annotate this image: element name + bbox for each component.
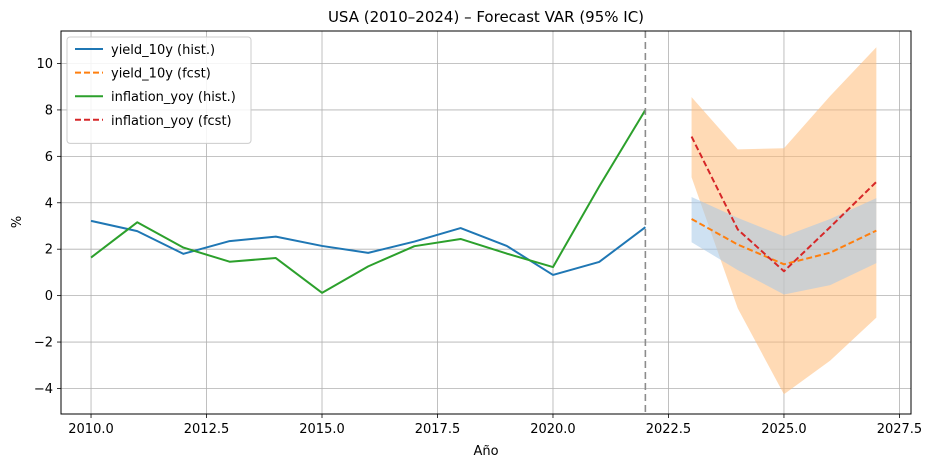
x-tick-label: 2022.5 (646, 422, 692, 437)
series-line (690, 136, 878, 273)
axis-ticks: 2010.0 2012.5 2015.0 2017.5 2020.0 2022.5 2025… (34, 57, 922, 437)
y-tick-label: −2 (34, 336, 53, 351)
x-tick-label: 2020.0 (530, 422, 576, 437)
series-lines (90, 109, 878, 294)
x-tick-label: 2027.5 (877, 422, 923, 437)
x-axis-label: Año (473, 444, 498, 459)
confidence-band (691, 196, 877, 295)
legend-label: yield_10y (hist.) (111, 43, 215, 58)
x-tick-label: 2010.0 (68, 422, 114, 437)
legend-label: yield_10y (fcst) (111, 67, 211, 82)
x-tick-label: 2017.5 (415, 422, 461, 437)
legend: yield_10y (hist.) yield_10y (fcst) inflati… (66, 36, 252, 144)
plot-area-frame (60, 30, 912, 415)
chart-title: USA (2010–2024) – Forecast VAR (95% IC) (328, 8, 644, 26)
series-line (691, 218, 877, 266)
y-tick-label: 0 (45, 289, 53, 304)
series-line (90, 109, 647, 294)
legend-label: inflation_yoy (hist.) (111, 90, 236, 105)
y-tick-label: 6 (45, 150, 53, 165)
x-tick-label: 2015.0 (299, 422, 345, 437)
y-axis-label: % (10, 216, 25, 228)
y-tick-label: −4 (34, 382, 53, 397)
y-tick-label: 4 (45, 196, 53, 211)
y-tick-label: 10 (36, 57, 53, 72)
legend-label: inflation_yoy (fcst) (111, 114, 232, 129)
confidence-bands (691, 47, 877, 395)
y-tick-label: 2 (45, 243, 53, 258)
series-line (90, 219, 646, 276)
y-tick-label: 8 (45, 103, 53, 118)
x-tick-label: 2025.0 (761, 422, 807, 437)
confidence-band (691, 47, 877, 395)
legend-box (66, 36, 252, 144)
x-tick-label: 2012.5 (184, 422, 230, 437)
